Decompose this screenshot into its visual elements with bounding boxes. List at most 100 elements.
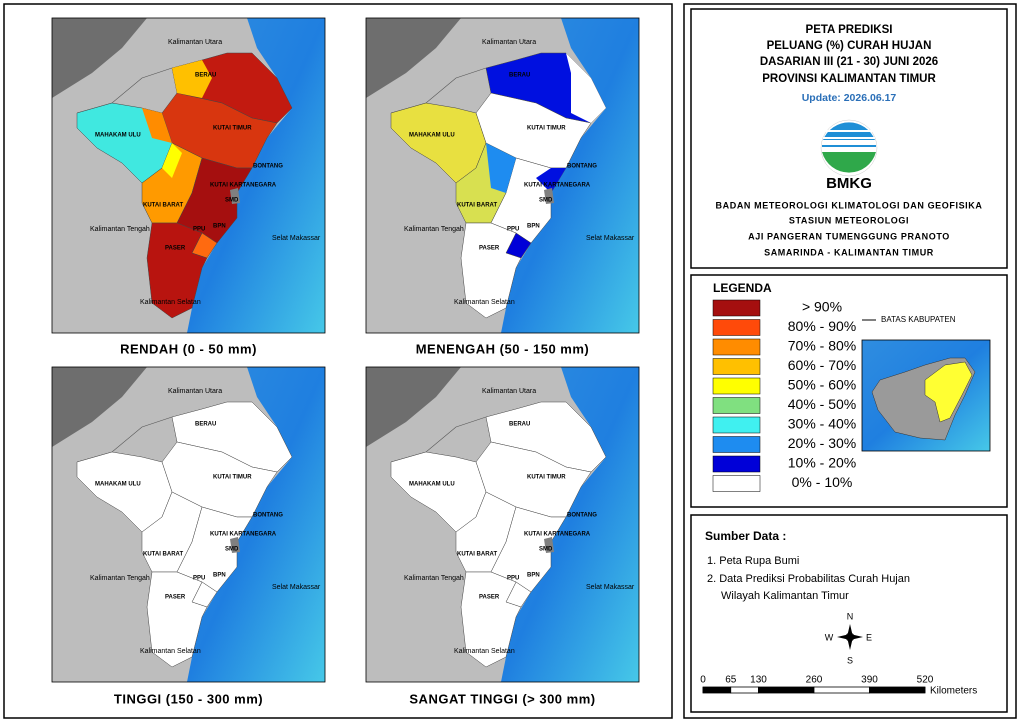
legend-label: > 90% [802, 299, 842, 315]
legend-box [690, 274, 1008, 508]
place-label: BERAU [509, 422, 530, 428]
place-label: Kalimantan Utara [168, 39, 222, 46]
place-label: KUTAI KARTANEGARA [524, 532, 591, 538]
legend-swatch [712, 416, 761, 434]
place-label: BONTANG [567, 513, 597, 519]
legend-label: 0% - 10% [792, 474, 853, 490]
compass-ew [837, 634, 863, 640]
map-frame [3, 3, 673, 719]
logo-text: BMKG [826, 175, 872, 192]
bmkg-logo [820, 119, 878, 177]
place-label: Kalimantan Tengah [404, 226, 464, 233]
city-samarinda [230, 188, 240, 204]
sea [501, 367, 639, 682]
place-label: BPN [213, 573, 226, 579]
place-label: Kalimantan Utara [482, 388, 536, 395]
scale-segment [813, 686, 870, 694]
rain-zone [536, 168, 566, 193]
place-label: BERAU [509, 73, 530, 79]
district [460, 571, 522, 668]
place-label: PPU [193, 227, 205, 233]
legend-label: 20% - 30% [788, 435, 856, 451]
place-label: PPU [193, 576, 205, 582]
city-samarinda [230, 537, 240, 553]
place-label: Selat Makassar [272, 235, 321, 242]
place-label: Kalimantan Tengah [404, 575, 464, 582]
sources-box [690, 514, 1008, 713]
panel-border [51, 17, 326, 334]
district [176, 157, 253, 244]
city-samarinda [544, 188, 554, 204]
map-panel: Kalimantan Utara BERAU MAHAKAM ULU KUTAI TI… [365, 17, 640, 334]
scale-label: 520 [917, 675, 934, 686]
neighbour-country [52, 18, 147, 98]
place-label: KUTAI KARTANEGARA [210, 183, 277, 189]
legend-swatch [712, 377, 761, 395]
source-item: 2. Data Prediksi Probabilitas Curah Huja… [707, 573, 910, 585]
sea [187, 367, 325, 682]
map-panel: Kalimantan Utara BERAU MAHAKAM ULU KUTAI TI… [51, 366, 326, 683]
sources-title: Sumber Data : [705, 529, 786, 543]
compass-e: E [866, 632, 872, 642]
district [146, 571, 208, 668]
title-line: DASARIAN III (21 - 30) JUNI 2026 [760, 56, 938, 68]
legend-label: 50% - 60% [788, 377, 856, 393]
place-label: Kalimantan Selatan [454, 299, 515, 306]
place-label: KUTAI TIMUR [213, 475, 252, 481]
place-label: SMD [225, 547, 239, 553]
neighbour-country [366, 367, 461, 447]
place-label: Selat Makassar [586, 235, 635, 242]
place-label: KUTAI KARTANEGARA [210, 532, 277, 538]
place-label: BPN [527, 224, 540, 230]
scale-segment [702, 686, 732, 694]
legend-label: 60% - 70% [788, 357, 856, 373]
scale-segment [730, 686, 759, 694]
inset-province [924, 361, 973, 423]
logo-land [822, 152, 876, 173]
rain-zone [486, 143, 516, 193]
place-label: PASER [165, 246, 186, 252]
neighbour-country [366, 18, 461, 98]
place-label: Kalimantan Selatan [140, 299, 201, 306]
place-label: KUTAI TIMUR [527, 475, 566, 481]
map-panel: Kalimantan Utara BERAU MAHAKAM ULU KUTAI TI… [51, 17, 326, 334]
panel-caption: RENDAH (0 - 50 mm) [120, 341, 257, 356]
district [460, 222, 522, 319]
legend-swatch [712, 338, 761, 356]
map-panel: Kalimantan Utara BERAU MAHAKAM ULU KUTAI TI… [365, 366, 640, 683]
legend-label: 80% - 90% [788, 318, 856, 334]
legend-swatch [712, 475, 761, 492]
place-label: BONTANG [253, 513, 283, 519]
legend-title: LEGENDA [713, 281, 772, 295]
rain-zone [172, 60, 212, 98]
place-label: BONTANG [253, 164, 283, 170]
scale-segment [758, 686, 815, 694]
place-label: Kalimantan Tengah [90, 575, 150, 582]
district [490, 506, 567, 593]
rain-zone [566, 53, 606, 123]
org-line: SAMARINDA - KALIMANTAN TIMUR [764, 247, 934, 257]
org-line: STASIUN METEOROLOGI [789, 215, 909, 225]
place-label: Kalimantan Utara [482, 39, 536, 46]
scale-label: 390 [861, 675, 878, 686]
legend-label: 70% - 80% [788, 338, 856, 354]
city-samarinda [544, 537, 554, 553]
place-label: BONTANG [567, 164, 597, 170]
scale-label: 65 [725, 675, 737, 686]
compass-w: W [825, 632, 834, 642]
boundary-label: BATAS KABUPATEN [881, 315, 956, 324]
legend-label: 40% - 50% [788, 396, 856, 412]
place-label: BERAU [195, 73, 216, 79]
place-label: KUTAI KARTANEGARA [524, 183, 591, 189]
sea [501, 18, 639, 333]
legend-label: 10% - 20% [788, 455, 856, 471]
legend-swatch [712, 455, 761, 473]
place-label: KUTAI TIMUR [213, 126, 252, 132]
place-label: BPN [213, 224, 226, 230]
title-line: PELUANG (%) CURAH HUJAN [767, 40, 932, 52]
place-label: KUTAI BARAT [457, 203, 497, 209]
legend-swatch [712, 358, 761, 375]
place-label: KUTAI BARAT [143, 552, 183, 558]
panel-border [365, 366, 640, 683]
